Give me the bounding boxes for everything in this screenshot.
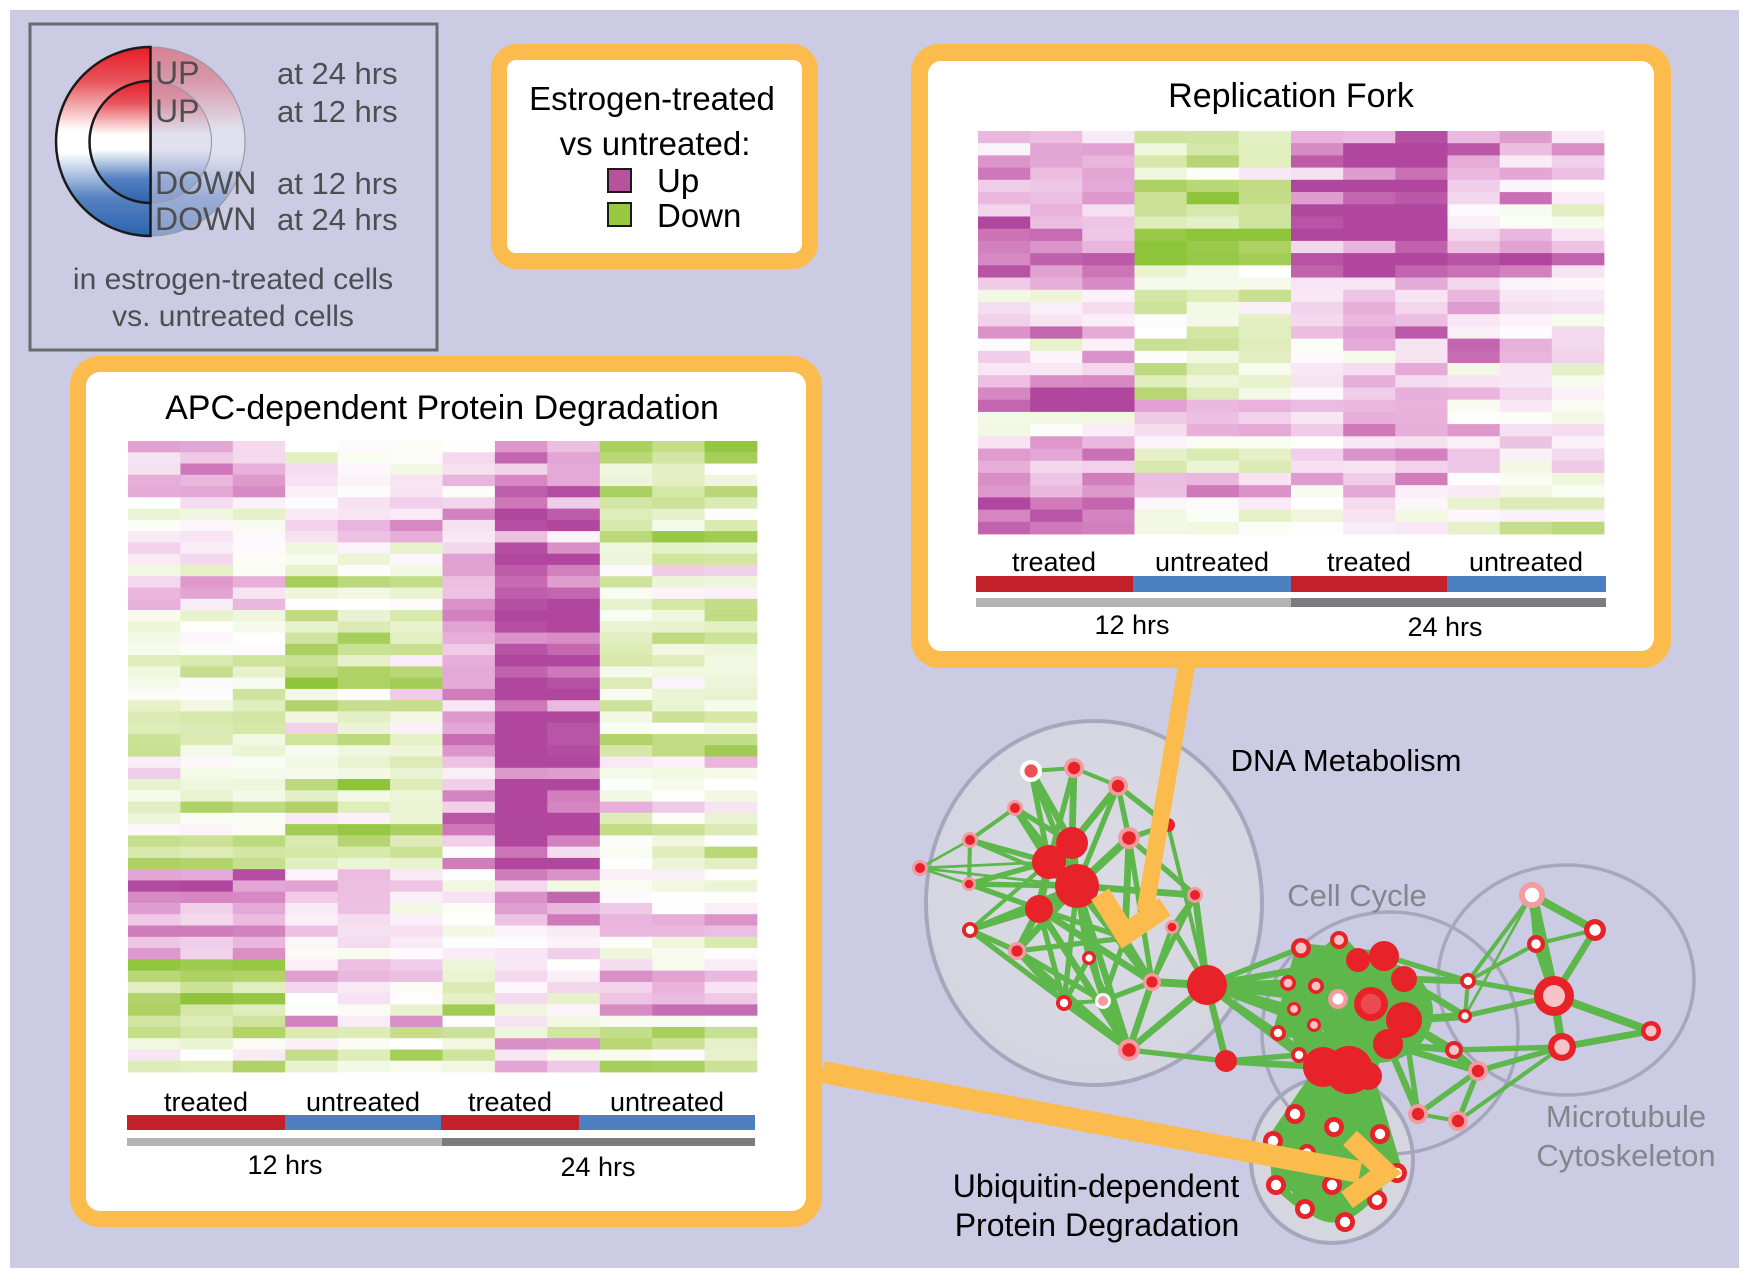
svg-text:untreated: untreated	[1469, 547, 1583, 577]
svg-text:Up: Up	[657, 162, 699, 199]
svg-text:Microtubule: Microtubule	[1546, 1099, 1706, 1134]
svg-text:UP: UP	[155, 55, 199, 91]
svg-text:Down: Down	[657, 197, 741, 234]
svg-text:DOWN: DOWN	[155, 201, 256, 237]
svg-text:Cytoskeleton: Cytoskeleton	[1536, 1138, 1715, 1173]
svg-text:Replication Fork: Replication Fork	[1168, 77, 1415, 115]
svg-text:DOWN: DOWN	[155, 165, 256, 201]
svg-text:DNA Metabolism: DNA Metabolism	[1231, 743, 1462, 778]
svg-text:treated: treated	[468, 1087, 552, 1117]
svg-text:at 12 hrs: at 12 hrs	[277, 166, 398, 201]
svg-text:in estrogen-treated cells: in estrogen-treated cells	[73, 263, 393, 296]
svg-text:APC-dependent Protein Degradat: APC-dependent Protein Degradation	[165, 389, 719, 427]
svg-text:Ubiquitin-dependent: Ubiquitin-dependent	[953, 1168, 1240, 1204]
svg-text:12 hrs: 12 hrs	[1094, 610, 1169, 640]
svg-text:untreated: untreated	[306, 1087, 420, 1117]
svg-text:at 24 hrs: at 24 hrs	[277, 56, 398, 91]
svg-text:treated: treated	[1012, 547, 1096, 577]
svg-text:at 12 hrs: at 12 hrs	[277, 94, 398, 129]
svg-text:treated: treated	[164, 1087, 248, 1117]
svg-text:24 hrs: 24 hrs	[1407, 612, 1482, 642]
svg-text:Protein Degradation: Protein Degradation	[955, 1207, 1240, 1243]
svg-text:UP: UP	[155, 93, 199, 129]
svg-text:Cell Cycle: Cell Cycle	[1287, 878, 1427, 913]
svg-text:treated: treated	[1327, 547, 1411, 577]
svg-text:at 24 hrs: at 24 hrs	[277, 202, 398, 237]
svg-text:vs untreated:: vs untreated:	[560, 125, 751, 162]
svg-text:Estrogen-treated: Estrogen-treated	[529, 80, 775, 117]
svg-text:untreated: untreated	[1155, 547, 1269, 577]
svg-text:untreated: untreated	[610, 1087, 724, 1117]
svg-text:vs. untreated cells: vs. untreated cells	[112, 300, 354, 333]
svg-text:24 hrs: 24 hrs	[560, 1152, 635, 1182]
svg-text:12 hrs: 12 hrs	[247, 1150, 322, 1180]
